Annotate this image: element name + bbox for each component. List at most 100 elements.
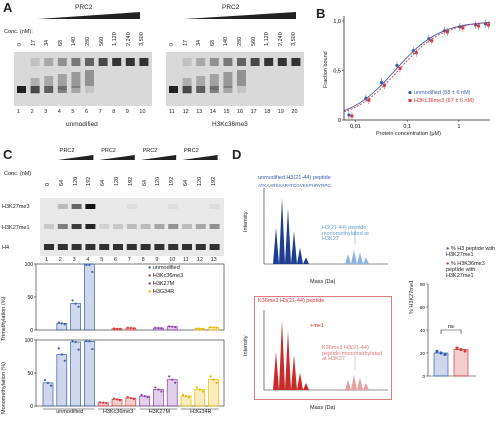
lane-number: 1 (17, 109, 21, 115)
data-point (367, 98, 371, 102)
replicate-point (71, 339, 74, 343)
blot-band-me1 (154, 224, 165, 229)
conc-value: 3,500 (291, 32, 298, 46)
replicate-point (157, 388, 160, 391)
data-point (395, 63, 399, 68)
legend-item-h3-peptide: ● % H3 peptide with H3K27me1 (446, 246, 496, 258)
gel-unmodified (14, 52, 152, 106)
legend-item-unmodified: ● unmodified (148, 265, 180, 271)
replicate-point (463, 349, 467, 353)
data-point (379, 80, 384, 84)
conc-value: 68 (209, 39, 216, 46)
replicate-point (215, 326, 218, 329)
group-label: H3Kc36me3 (102, 409, 134, 415)
replicate-point (184, 395, 188, 398)
free-band (17, 86, 26, 93)
lane-number: 15 (223, 109, 230, 115)
blot-band-me1 (71, 224, 82, 229)
conc-value: 280 (85, 36, 91, 46)
lane-number: 18 (264, 109, 271, 115)
blot-band-me1 (182, 224, 192, 229)
conc-value: 280 (237, 36, 243, 46)
replicate-point (74, 340, 77, 344)
replicate-point (201, 390, 204, 393)
d-top-title: unmodified H3(21-44) peptide (258, 175, 331, 181)
replicate-point (91, 270, 94, 274)
data-point (382, 83, 386, 87)
smear-band (44, 76, 54, 92)
replicate-point (46, 381, 50, 384)
bar (70, 341, 81, 407)
legend-item-h3k36me3-peptide: ● % H3K36me3 peptide with H3K27me1 (446, 261, 485, 279)
d-ylabel-bottom: Intensity (243, 335, 249, 356)
conc-value: 2,240 (277, 32, 284, 46)
conc-value: 2,240 (125, 32, 132, 46)
d-xlabel-bottom: Mass (Da) (310, 405, 336, 411)
replicate-point (171, 325, 174, 328)
lane-number: 12 (182, 109, 189, 115)
y-tick-label: 100 (25, 262, 34, 268)
replicate-point (63, 359, 66, 362)
isotope-peak-me1 (351, 374, 357, 390)
conc-value: 34 (44, 39, 51, 46)
b-xlabel: Protein concentration (μM) (376, 131, 441, 137)
methylation-bar-charts: 0 50 100 0 50 100 (25, 262, 225, 410)
conc-value: 64 (100, 179, 107, 186)
smear-band (237, 70, 246, 86)
lane-number: 4 (57, 109, 61, 115)
replicate-point (201, 327, 204, 330)
concentration-wedge-right (184, 12, 296, 19)
y-tick-label: 0 (338, 118, 341, 124)
d-bottom-me1: +me1 (310, 323, 324, 329)
replicate-point (209, 325, 212, 329)
data-point (411, 49, 415, 53)
conc-value: 120 (72, 176, 79, 186)
smear-band (223, 72, 233, 88)
isotope-peak (279, 198, 285, 264)
lane-number: 2 (30, 109, 34, 115)
western-blots (40, 198, 224, 256)
conc-value: 1,120 (112, 32, 119, 46)
concentration-wedge (99, 155, 135, 160)
replicate-point (160, 327, 163, 330)
conc-value: 120 (196, 176, 203, 186)
smear-band (57, 74, 67, 90)
y-tick-label: 50 (27, 295, 33, 301)
replicate-point (88, 340, 91, 343)
replicate-point (212, 378, 215, 381)
smear-band (85, 70, 94, 86)
smear-band (182, 78, 192, 94)
bound-band (291, 58, 301, 66)
lane-number: 17 (250, 109, 257, 115)
blot-band-h4 (168, 244, 179, 250)
replicate-point (132, 397, 135, 401)
data-point (445, 30, 449, 34)
lane-number: 2 (58, 257, 62, 263)
bound-band (112, 58, 122, 66)
concentration-wedge (182, 155, 218, 160)
replicate-point (77, 305, 80, 308)
isotope-peak-me1 (345, 254, 351, 264)
replicate-point (174, 381, 177, 384)
lane-number: 5 (71, 109, 75, 115)
replicate-point (212, 326, 215, 329)
conc-value: 34 (196, 39, 203, 46)
bound-band (277, 58, 287, 66)
c-ylabel-top: Trimethylation (%) (1, 296, 7, 341)
conc-label-c: Conc. (nM) (4, 171, 32, 177)
bar (84, 340, 95, 407)
blot-band-me1 (195, 224, 206, 229)
binding-curve-chart: 0 0,5 1,0 0,01 0,1 1 unmodified (58 ± 6 nM) H3K… (333, 16, 491, 130)
replicate-point (198, 388, 201, 391)
lane-number: 7 (127, 257, 131, 263)
replicate-point (85, 339, 88, 343)
replicate-point (181, 393, 185, 397)
bar (84, 263, 95, 331)
replicate-point (168, 375, 171, 378)
lane-number: 1 (45, 257, 49, 263)
replicate-point (99, 401, 102, 404)
bottom-spectrum-frame (254, 296, 392, 400)
blot-band-h4 (209, 244, 220, 250)
lane-number: 4 (86, 257, 90, 263)
conc-value: 192 (127, 176, 134, 186)
